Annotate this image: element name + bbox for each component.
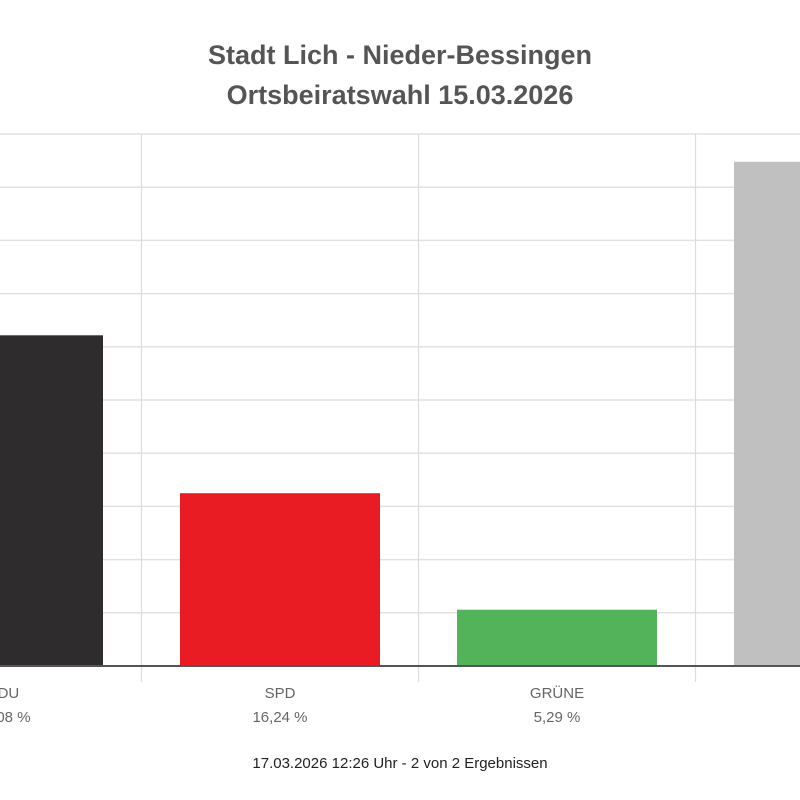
bar-cdu (0, 335, 103, 666)
category-label: CDU (0, 685, 19, 702)
chart-subtitle: Ortsbeiratswahl 15.03.2026 (226, 80, 574, 110)
value-label: 31,08 % (0, 709, 31, 726)
bar-other (734, 161, 800, 667)
bar-grüne (457, 609, 657, 666)
chart-title: Stadt Lich - Nieder-Bessingen (207, 40, 593, 70)
chart-footer: 17.03.2026 12:26 Uhr - 2 von 2 Ergebniss… (252, 755, 548, 772)
category-label: GRÜNE (530, 684, 584, 702)
category-label: SPD (265, 685, 296, 702)
value-label: 16,24 % (252, 709, 307, 726)
bar-spd (180, 493, 380, 666)
value-label: 5,29 % (534, 709, 581, 726)
